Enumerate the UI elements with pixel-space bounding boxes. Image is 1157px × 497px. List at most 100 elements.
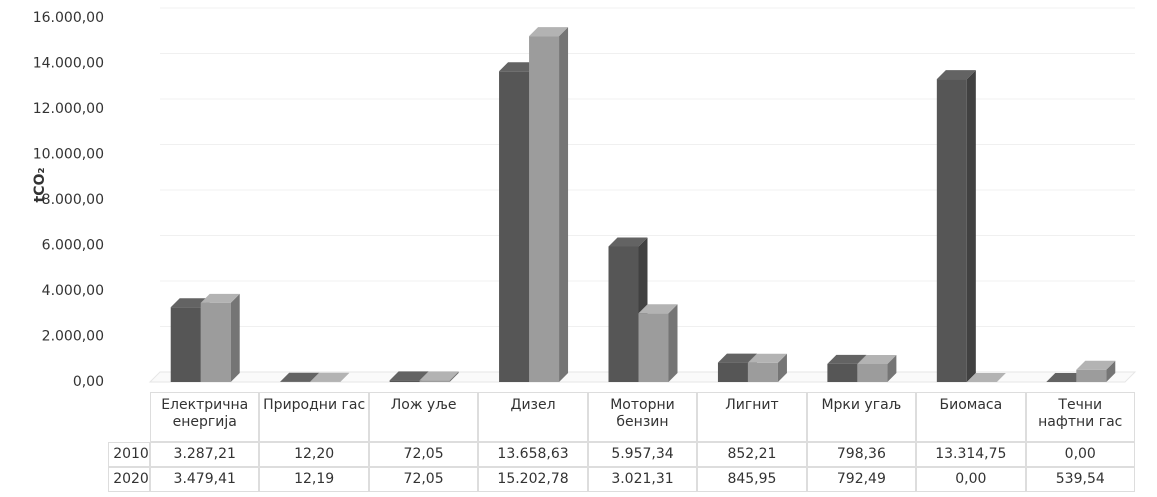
value-cell: 845,95	[697, 467, 807, 492]
value-cell: 12,20	[259, 442, 369, 467]
value-cell-text: 15.202,78	[497, 471, 569, 487]
value-cell-text: 0,00	[1064, 446, 1096, 462]
value-cell: 5.957,34	[587, 442, 698, 467]
bar	[1076, 360, 1116, 382]
value-cell-text: 12,19	[294, 471, 335, 487]
bar-top	[638, 304, 678, 314]
bar-front	[608, 246, 639, 382]
value-cell-text: 852,21	[727, 446, 777, 462]
bar	[310, 372, 350, 382]
bar-front	[638, 313, 669, 382]
bar-top	[170, 298, 210, 308]
bar-top	[310, 372, 350, 382]
y-tick-label: 16.000,00	[33, 10, 104, 26]
value-cell-text: 3.479,41	[173, 471, 236, 487]
bar	[1046, 373, 1086, 382]
value-cell: 72,05	[368, 467, 479, 492]
bar-side	[230, 293, 240, 382]
value-cell-text: 0,00	[955, 471, 987, 487]
value-cell-text: 72,05	[403, 446, 444, 462]
legend-cell: 2010	[108, 442, 150, 467]
category-cell: Мрки угаљ	[806, 392, 917, 442]
legend-cell: 2020	[108, 467, 150, 492]
category-cell: Течни нафтни гас	[1025, 392, 1135, 442]
bar-top	[717, 353, 757, 363]
category-cell: Моторни бензин	[587, 392, 698, 442]
bar	[857, 354, 897, 382]
bar-top	[499, 62, 539, 72]
y-axis-label: tCO₂	[32, 168, 48, 203]
category-cell-text: Дизел	[510, 397, 556, 413]
value-cell: 13.658,63	[478, 442, 588, 467]
category-cell-text: Мрки угаљ	[821, 397, 902, 413]
bar-top	[419, 371, 459, 381]
category-cell-text: Лигнит	[725, 397, 779, 413]
bar	[200, 293, 240, 382]
bar-top	[966, 373, 1006, 382]
value-cell-text: 539,54	[1055, 471, 1105, 487]
value-cell-text: 72,05	[403, 471, 444, 487]
bar-top	[608, 237, 648, 247]
bar-side	[1106, 360, 1116, 382]
category-cell: Биомаса	[916, 392, 1026, 442]
value-cell: 792,49	[806, 467, 917, 492]
bar-top	[529, 27, 569, 37]
category-cell-text: Моторни бензин	[610, 397, 675, 430]
bar-side	[966, 70, 976, 382]
category-cell-text: Природни гас	[263, 397, 366, 413]
bar-top	[936, 70, 976, 80]
value-cell-text: 792,49	[836, 471, 886, 487]
value-cell: 13.314,75	[916, 442, 1026, 467]
value-cell: 852,21	[697, 442, 807, 467]
value-cell: 539,54	[1025, 467, 1135, 492]
bar	[747, 353, 787, 382]
bar-front	[499, 71, 530, 382]
bar-front	[936, 79, 967, 382]
value-cell: 3.479,41	[150, 467, 260, 492]
value-cell-text: 13.658,63	[497, 446, 569, 462]
y-tick-label: 6.000,00	[42, 238, 104, 254]
bar-front	[1076, 369, 1107, 382]
category-cell-text: Лож уље	[390, 397, 457, 413]
bar-top	[827, 354, 867, 364]
bar-top	[280, 372, 320, 382]
bar-top	[200, 293, 240, 303]
value-cell-text: 13.314,75	[935, 446, 1007, 462]
bar-front	[717, 362, 748, 382]
bar-top	[1046, 373, 1086, 382]
y-tick-label: 4.000,00	[42, 283, 104, 299]
value-cell: 12,19	[259, 467, 369, 492]
bar-side	[449, 371, 459, 382]
legend-label: 2010	[113, 446, 149, 462]
bar	[419, 371, 459, 382]
category-cell-text: Електрична енергија	[161, 397, 249, 430]
value-cell: 15.202,78	[478, 467, 588, 492]
bar-front	[827, 363, 858, 382]
bar	[966, 373, 1006, 382]
bar-front	[529, 36, 560, 383]
y-tick-label: 14.000,00	[33, 56, 104, 72]
bar-side	[668, 304, 678, 382]
bar-front	[170, 307, 201, 382]
category-cell-text: Течни нафтни гас	[1038, 397, 1123, 430]
value-cell-text: 798,36	[836, 446, 886, 462]
category-cell: Природни гас	[259, 392, 369, 442]
y-tick-label: 10.000,00	[33, 147, 104, 163]
bar	[638, 304, 678, 382]
value-cell-text: 5.957,34	[611, 446, 674, 462]
bar-top	[857, 354, 897, 364]
value-cell: 3.287,21	[150, 442, 260, 467]
value-cell: 798,36	[806, 442, 917, 467]
bar-front	[419, 380, 450, 382]
value-cell-text: 12,20	[294, 446, 335, 462]
bar-top	[747, 353, 787, 363]
bar-top	[389, 371, 429, 381]
bar-side	[559, 27, 569, 383]
value-cell: 0,00	[1025, 442, 1135, 467]
bar-side	[777, 353, 787, 382]
category-cell: Дизел	[478, 392, 588, 442]
bar-side	[340, 372, 350, 382]
bar-top	[1076, 360, 1116, 370]
y-tick-label: 0,00	[73, 374, 104, 390]
